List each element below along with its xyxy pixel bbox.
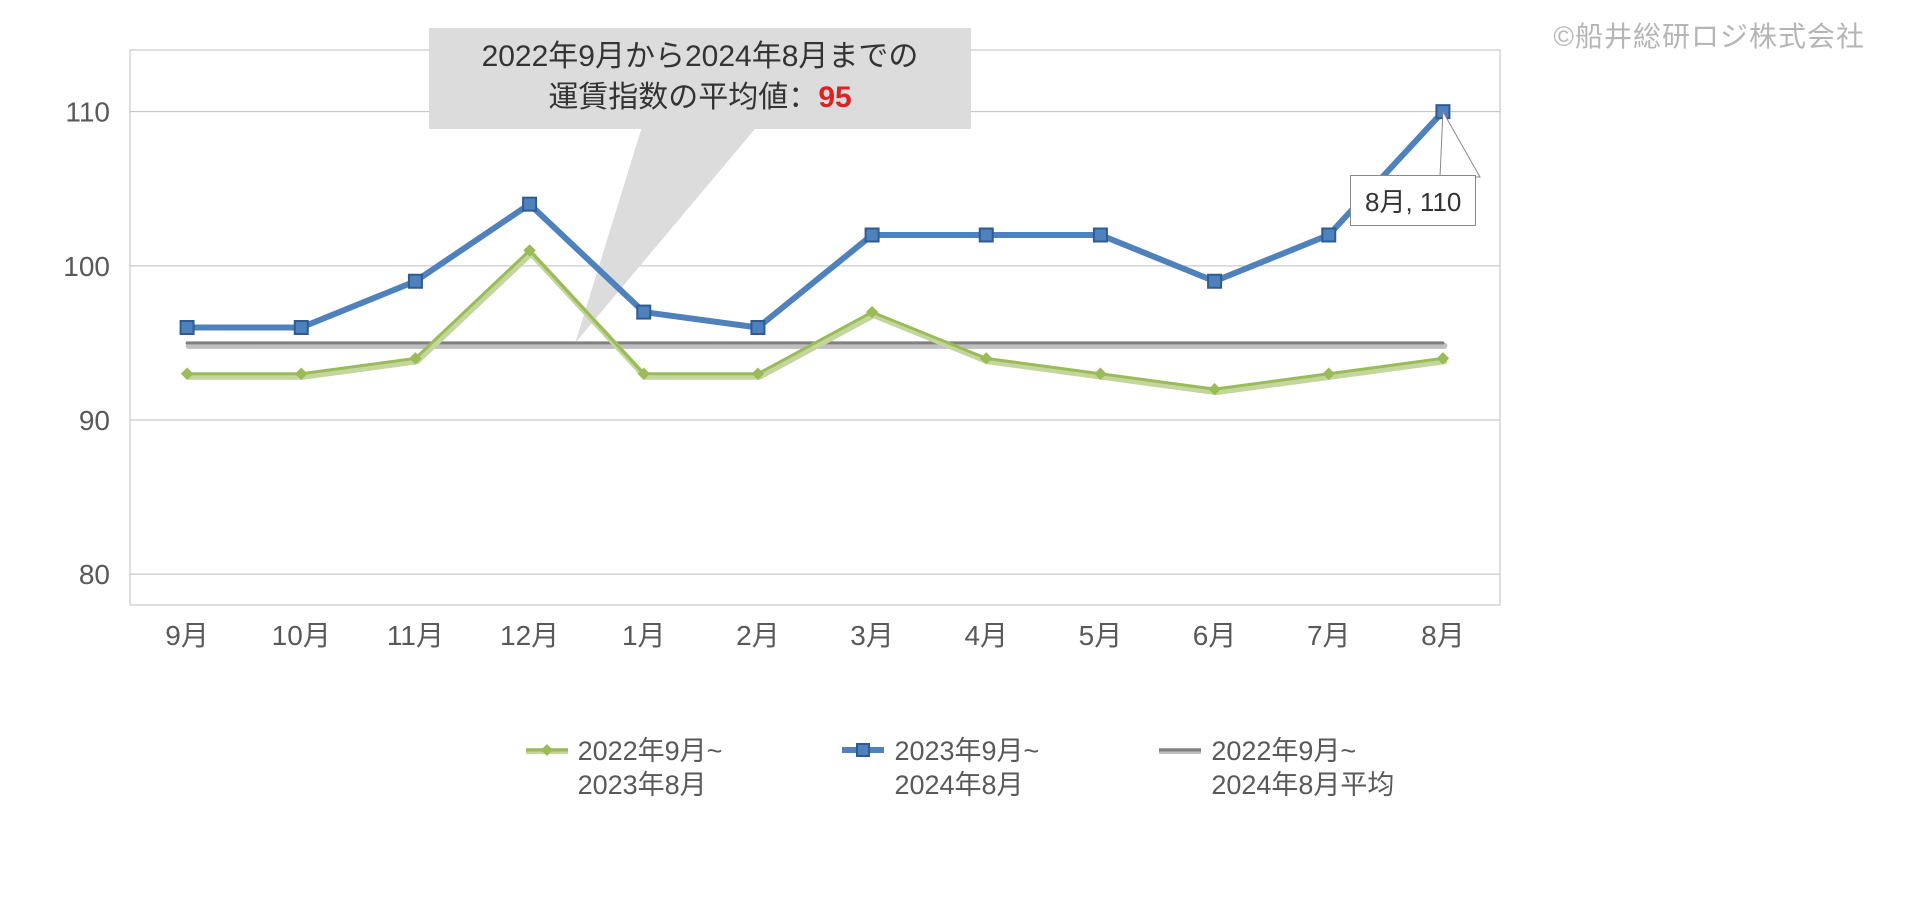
svg-text:80: 80 bbox=[79, 559, 110, 590]
svg-text:7月: 7月 bbox=[1307, 620, 1351, 651]
legend-swatch bbox=[842, 735, 884, 765]
last-point-label: 8月, 110 bbox=[1350, 175, 1476, 226]
average-callout: 2022年9月から2024年8月までの 運賃指数の平均値：95 bbox=[430, 29, 970, 128]
legend-label: 2022年9月~2024年8月平均 bbox=[1211, 735, 1394, 803]
svg-text:10月: 10月 bbox=[272, 620, 331, 651]
svg-text:3月: 3月 bbox=[850, 620, 894, 651]
svg-text:1月: 1月 bbox=[622, 620, 666, 651]
legend-label: 2022年9月~2023年8月 bbox=[578, 735, 723, 803]
svg-text:11月: 11月 bbox=[387, 620, 444, 651]
callout-line1: 2022年9月から2024年8月までの bbox=[450, 37, 950, 78]
svg-text:110: 110 bbox=[65, 97, 110, 128]
legend-item: 2022年9月~2024年8月平均 bbox=[1159, 735, 1394, 803]
svg-text:5月: 5月 bbox=[1079, 620, 1123, 651]
callout-line2: 運賃指数の平均値：95 bbox=[450, 78, 950, 119]
svg-text:6月: 6月 bbox=[1193, 620, 1237, 651]
svg-text:2月: 2月 bbox=[736, 620, 780, 651]
chart-legend: 2022年9月~2023年8月 2023年9月~2024年8月 2022年9月~20… bbox=[0, 735, 1920, 803]
svg-text:9月: 9月 bbox=[165, 620, 209, 651]
svg-text:100: 100 bbox=[63, 251, 110, 282]
legend-item: 2023年9月~2024年8月 bbox=[842, 735, 1039, 803]
svg-text:90: 90 bbox=[79, 405, 110, 436]
legend-item: 2022年9月~2023年8月 bbox=[526, 735, 723, 803]
svg-text:4月: 4月 bbox=[964, 620, 1008, 651]
svg-text:12月: 12月 bbox=[500, 620, 559, 651]
watermark-text: ©船井総研ロジ株式会社 bbox=[1553, 15, 1865, 55]
svg-text:8月: 8月 bbox=[1421, 620, 1465, 651]
legend-swatch bbox=[1159, 735, 1201, 765]
legend-label: 2023年9月~2024年8月 bbox=[894, 735, 1039, 803]
legend-swatch bbox=[526, 735, 568, 765]
